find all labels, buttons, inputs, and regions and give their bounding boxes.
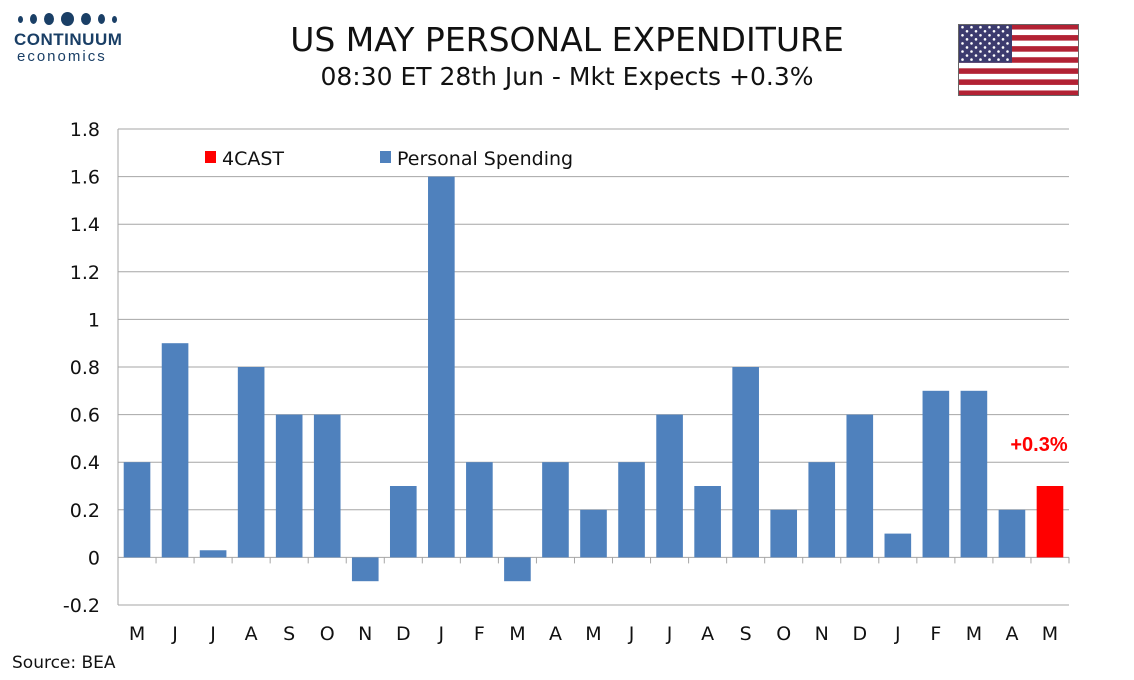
x-tick-label: A <box>701 623 714 645</box>
y-tick-label: 0.8 <box>70 357 100 379</box>
source-note: Source: BEA <box>12 653 116 673</box>
us-flag-icon <box>958 24 1079 96</box>
spending-bar <box>694 486 721 558</box>
spending-bar <box>998 509 1026 558</box>
legend-label: 4CAST <box>222 148 284 170</box>
logo-dots-icon <box>18 12 134 26</box>
x-tick-label: J <box>628 623 635 645</box>
spending-bar <box>808 462 836 558</box>
spending-bar <box>770 509 798 558</box>
x-tick-label: J <box>438 623 445 645</box>
spending-bar <box>123 462 151 558</box>
spending-bar <box>351 557 379 582</box>
y-tick-label: 0.6 <box>70 405 100 427</box>
legend-swatch <box>380 151 391 163</box>
x-tick-label: M <box>129 623 145 645</box>
y-tick-label: 0.4 <box>70 452 100 474</box>
chart-title: US MAY PERSONAL EXPENDITURE <box>290 20 844 59</box>
legend-label: Personal Spending <box>397 148 573 170</box>
spending-bar <box>884 533 912 558</box>
x-tick-label: A <box>1005 623 1018 645</box>
spending-bar <box>656 414 683 558</box>
spending-bar <box>428 176 455 558</box>
x-tick-label: D <box>852 623 867 645</box>
x-tick-label: M <box>585 623 601 645</box>
x-tick-label: M <box>1042 623 1058 645</box>
spending-bar <box>542 462 569 558</box>
y-tick-labels: 1.8 1.6 1.4 1.2 1 0.8 0.6 0.4 0.2 0 -0.2 <box>63 119 100 617</box>
legend-swatch <box>205 151 216 163</box>
spending-bar <box>389 486 417 558</box>
x-tick-label: J <box>171 623 178 645</box>
x-tick-label: N <box>358 623 372 645</box>
y-tick-label: 1.4 <box>70 214 100 236</box>
spending-bar <box>237 367 265 558</box>
x-tick-label: F <box>930 623 941 645</box>
spending-bar <box>960 390 988 558</box>
spending-bar <box>846 414 874 558</box>
spending-bar <box>161 343 189 558</box>
x-tick-label: N <box>815 623 829 645</box>
logo-sub: economics <box>17 48 107 65</box>
chart-subtitle: 08:30 ET 28th Jun - Mkt Expects +0.3% <box>320 62 814 91</box>
y-tick-label: 0.2 <box>70 500 100 522</box>
x-tick-label: J <box>209 623 216 645</box>
legend: 4CAST Personal Spending <box>205 148 573 170</box>
x-tick-label: M <box>509 623 525 645</box>
x-tick-label: O <box>776 623 791 645</box>
spending-bar <box>580 509 607 558</box>
y-tick-label: -0.2 <box>63 595 100 617</box>
x-tick-label: F <box>474 623 485 645</box>
spending-bar <box>504 557 531 582</box>
y-tick-label: 0 <box>88 547 100 569</box>
x-tick-label: J <box>666 623 673 645</box>
x-tick-label: D <box>396 623 411 645</box>
x-tick-label: S <box>740 623 752 645</box>
forecast-bar <box>1036 486 1064 558</box>
axes <box>117 129 1070 605</box>
spending-bar <box>618 462 645 558</box>
spending-bar <box>199 550 227 558</box>
logo-name: CONTINUUM <box>14 30 123 49</box>
spending-bar <box>732 367 759 558</box>
logo: CONTINUUM economics <box>14 12 134 65</box>
x-tick-label: J <box>894 623 901 645</box>
y-tick-label: 1.8 <box>70 119 100 141</box>
spending-bar <box>313 414 341 558</box>
y-tick-label: 1 <box>88 309 100 331</box>
forecast-annotation: +0.3% <box>1010 434 1067 456</box>
spending-bar <box>922 390 950 558</box>
x-tick-label: M <box>966 623 982 645</box>
y-tick-label: 1.6 <box>70 167 100 189</box>
x-tick-label: A <box>549 623 562 645</box>
x-tick-label: O <box>320 623 335 645</box>
bars <box>123 176 1064 582</box>
spending-bar <box>275 414 303 558</box>
spending-bar <box>466 462 493 558</box>
x-tick-label: A <box>245 623 258 645</box>
y-tick-label: 1.2 <box>70 262 100 284</box>
x-tick-label: S <box>283 623 295 645</box>
